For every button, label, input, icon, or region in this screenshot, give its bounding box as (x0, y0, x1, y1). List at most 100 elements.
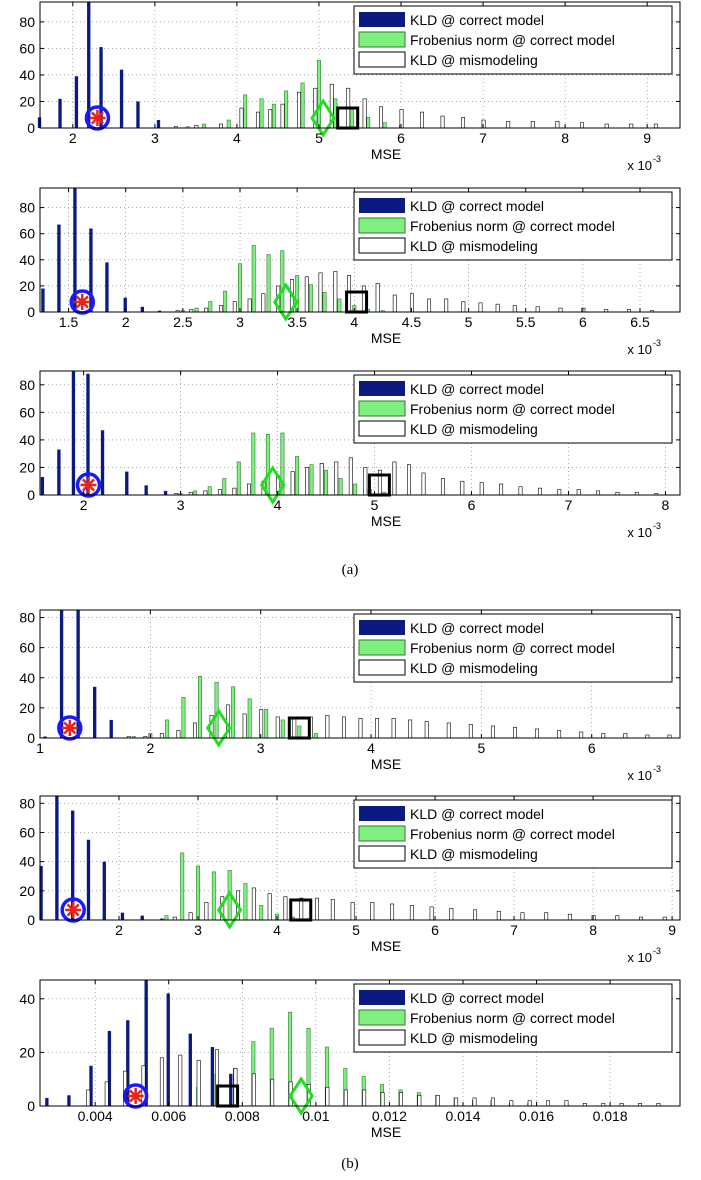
legend-label: Frobenius norm @ correct model (410, 32, 615, 48)
legend: KLD @ correct model Frobenius norm @ corr… (353, 191, 673, 261)
bar (229, 1073, 233, 1106)
x-tick-label: 5.5 (516, 314, 536, 330)
y-tick-label: 40 (19, 432, 35, 448)
bar (341, 716, 346, 739)
legend-label: KLD @ correct model (410, 381, 544, 397)
bar (317, 60, 321, 129)
bar (136, 101, 140, 128)
x-tick-label: 0.006 (151, 1108, 186, 1124)
bar (407, 464, 411, 496)
bar (544, 912, 549, 921)
bar (267, 893, 272, 921)
legend-box (353, 5, 673, 75)
bar (207, 486, 212, 496)
bar (322, 292, 327, 313)
bar (567, 913, 572, 921)
legend-label: KLD @ correct model (410, 806, 544, 822)
mean-star-marker (89, 110, 106, 126)
legend-swatch (358, 217, 406, 234)
bar (247, 483, 251, 496)
bar (313, 733, 318, 739)
mean-circle-marker (60, 897, 86, 923)
legend-swatch (359, 198, 405, 213)
bar (266, 254, 271, 313)
legend-swatch (358, 1009, 406, 1026)
y-tick-label: 20 (19, 700, 35, 716)
x-tick-label: 6 (397, 130, 405, 146)
bar (555, 121, 560, 129)
legend-swatch (359, 990, 405, 1005)
x-scale-base: x 10 (627, 342, 652, 357)
bar (408, 719, 413, 739)
mean-diamond-marker (259, 465, 286, 505)
mean-diamond-marker (205, 708, 232, 748)
bar (105, 262, 109, 312)
y-tick-label: 60 (19, 404, 35, 420)
star-stroke (75, 295, 89, 309)
y-tick-label: 0 (27, 120, 35, 136)
bar (527, 1100, 532, 1107)
bar (343, 1089, 348, 1107)
bar (461, 301, 466, 313)
legend-box (353, 983, 673, 1053)
x-tick-label: 2 (122, 314, 130, 330)
bar (194, 307, 199, 313)
bar (59, 610, 64, 738)
mean-circle-marker (69, 289, 96, 315)
bar (232, 487, 237, 496)
y-tick-label: 0 (27, 1098, 35, 1114)
x-tick-label: 1 (36, 740, 44, 756)
bar (535, 306, 540, 313)
bar (495, 303, 500, 313)
bar (337, 298, 342, 313)
x-axis-label: MSE (371, 330, 401, 346)
x-axis-label: MSE (371, 938, 401, 954)
bar (330, 899, 335, 921)
bar (202, 123, 207, 129)
bar (86, 839, 91, 920)
mean-circle-marker (84, 105, 111, 131)
y-tick-label: 80 (19, 14, 35, 30)
x-tick-label: 5 (465, 314, 473, 330)
legend: KLD @ correct model Frobenius norm @ corr… (353, 613, 673, 683)
bar (188, 912, 193, 921)
bar (71, 810, 75, 920)
bar (259, 98, 264, 129)
bar (119, 69, 124, 128)
bar (211, 871, 216, 921)
bar (382, 122, 387, 129)
bar (89, 1065, 93, 1106)
bar (99, 47, 103, 128)
legend-label: KLD @ mismodeling (410, 846, 538, 862)
bar (530, 121, 535, 129)
x-tick-label: 2 (69, 130, 77, 146)
bar (420, 111, 425, 129)
bar (375, 282, 380, 313)
bar (264, 709, 269, 739)
bar (290, 471, 295, 496)
y-tick-label: 20 (19, 883, 35, 899)
bar (300, 82, 305, 129)
x-scale-base: x 10 (627, 950, 652, 965)
bar (219, 305, 224, 313)
x-tick-label: 0.018 (593, 1108, 628, 1124)
bar (375, 718, 380, 739)
bar (251, 432, 256, 496)
bar (362, 98, 367, 129)
bar (308, 284, 313, 313)
bar (164, 719, 169, 739)
x-tick-label: 4 (274, 497, 282, 513)
bar (43, 736, 47, 738)
bar (535, 728, 540, 739)
bar (120, 912, 125, 920)
bar (226, 119, 231, 129)
x-tick-label: 8 (662, 497, 670, 513)
bar (104, 1081, 109, 1107)
bar (41, 288, 45, 312)
bar (358, 718, 363, 739)
x-tick-label: 2 (146, 740, 154, 756)
bar (390, 903, 395, 921)
bar (435, 1094, 440, 1107)
bar (86, 1089, 91, 1107)
x-scale-exponent: -3 (653, 764, 661, 774)
